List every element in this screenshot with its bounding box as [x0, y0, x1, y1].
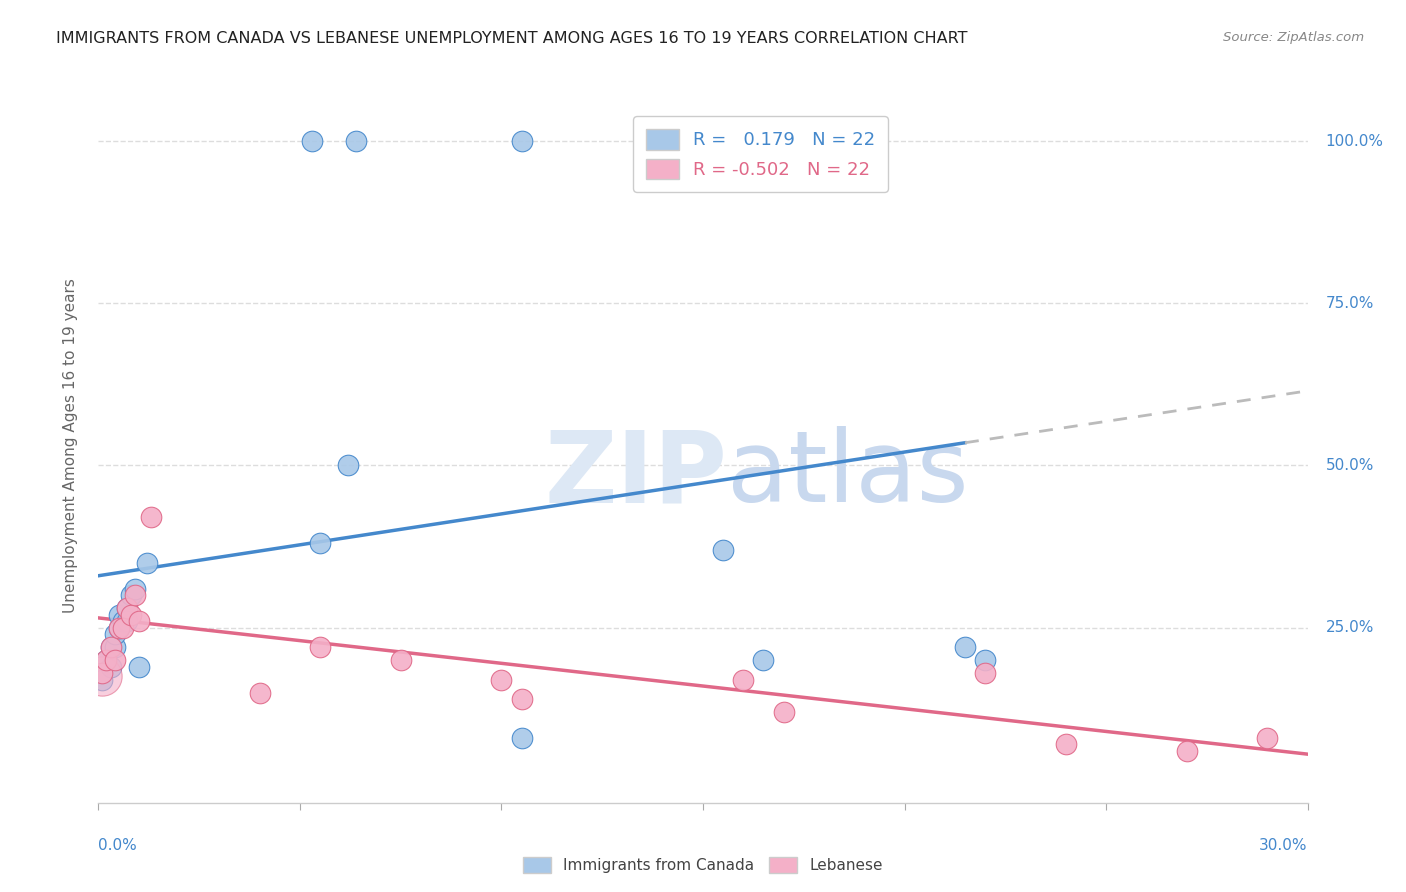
Point: [510, 692, 533, 706]
Point: [337, 458, 360, 473]
Point: [91, 666, 114, 681]
Point: [953, 640, 976, 654]
Point: [711, 542, 734, 557]
Point: [1256, 731, 1278, 745]
Point: [128, 614, 150, 628]
Point: [115, 601, 138, 615]
Point: [120, 607, 142, 622]
Point: [103, 640, 125, 654]
Point: [1054, 738, 1077, 752]
Point: [389, 653, 412, 667]
Point: [344, 134, 367, 148]
Text: 0.0%: 0.0%: [98, 838, 138, 854]
Point: [96, 653, 118, 667]
Point: [510, 731, 533, 745]
Point: [91, 673, 114, 687]
Text: 25.0%: 25.0%: [1326, 620, 1374, 635]
Point: [128, 659, 150, 673]
Point: [120, 588, 142, 602]
Text: ZIP: ZIP: [544, 426, 727, 523]
Point: [301, 134, 323, 148]
Point: [139, 510, 162, 524]
Point: [974, 653, 997, 667]
Point: [91, 669, 114, 683]
Point: [249, 685, 271, 699]
Point: [100, 659, 122, 673]
Text: 50.0%: 50.0%: [1326, 458, 1374, 473]
Point: [111, 621, 134, 635]
Point: [103, 627, 125, 641]
Point: [309, 536, 332, 550]
Point: [510, 134, 533, 148]
Point: [135, 556, 157, 570]
Legend: Immigrants from Canada, Lebanese: Immigrants from Canada, Lebanese: [516, 849, 890, 880]
Text: 30.0%: 30.0%: [1260, 838, 1308, 854]
Point: [974, 666, 997, 681]
Point: [96, 653, 118, 667]
Y-axis label: Unemployment Among Ages 16 to 19 years: Unemployment Among Ages 16 to 19 years: [63, 278, 77, 614]
Point: [1175, 744, 1198, 758]
Point: [752, 653, 775, 667]
Point: [124, 588, 146, 602]
Text: Source: ZipAtlas.com: Source: ZipAtlas.com: [1223, 31, 1364, 45]
Text: atlas: atlas: [727, 426, 969, 523]
Point: [309, 640, 332, 654]
Point: [107, 621, 129, 635]
Point: [100, 640, 122, 654]
Point: [491, 673, 513, 687]
Point: [124, 582, 146, 596]
Point: [111, 614, 134, 628]
Point: [107, 621, 129, 635]
Point: [115, 614, 138, 628]
Point: [772, 705, 794, 719]
Text: 75.0%: 75.0%: [1326, 296, 1374, 310]
Text: IMMIGRANTS FROM CANADA VS LEBANESE UNEMPLOYMENT AMONG AGES 16 TO 19 YEARS CORREL: IMMIGRANTS FROM CANADA VS LEBANESE UNEMP…: [56, 31, 967, 46]
Point: [103, 653, 125, 667]
Point: [107, 607, 129, 622]
Point: [733, 673, 755, 687]
Point: [115, 601, 138, 615]
Text: 100.0%: 100.0%: [1326, 134, 1384, 149]
Point: [100, 640, 122, 654]
